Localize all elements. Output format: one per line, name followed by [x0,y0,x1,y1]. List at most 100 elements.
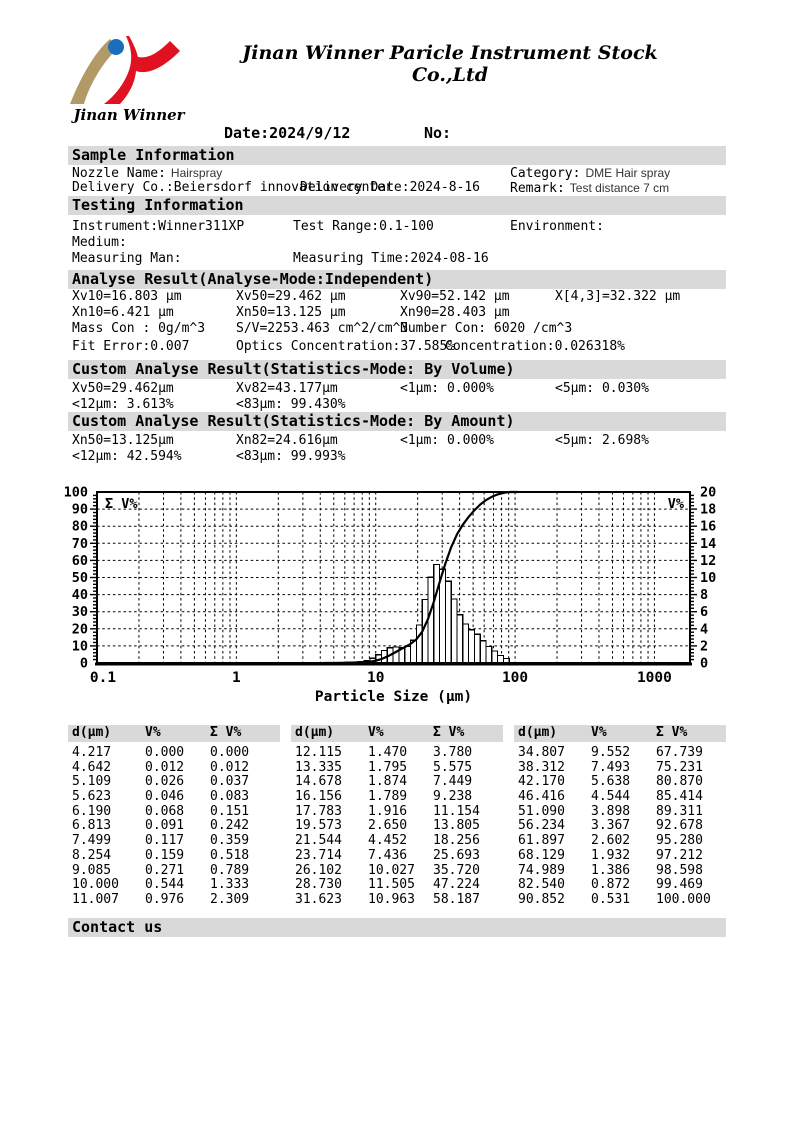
table-cell: 0.091 [145,818,185,834]
table-cell: 11.505 [368,877,415,893]
left-axis-tick-label: 90 [72,502,88,518]
table-cell: 0.976 [145,891,185,907]
amount-lt12: <12μm: 42.594% [72,449,182,464]
table-cell: 68.129 [518,847,565,863]
analyse-xv10: Xv10=16.803 μm [72,289,182,304]
table-cell: 7.436 [368,847,408,863]
table-cell: 18.256 [433,833,480,849]
amount-xn82: Xn82=24.616μm [236,433,338,448]
table-row: 13.335 1.795 5.575 [291,760,503,775]
table-row: 28.730 11.505 47.224 [291,877,503,892]
column-header: V% [145,725,161,740]
section-testing-information: Testing Information [68,196,726,215]
field-category: Category: DME Hair spray [510,166,671,181]
table-cell: 95.280 [656,833,703,849]
x-axis-tick-label: 1000 [637,670,672,686]
table-cell: 56.234 [518,818,565,834]
table-row: 38.312 7.493 75.231 [514,760,726,775]
analyse-xv50: Xv50=29.462 μm [236,289,346,304]
table-row: 9.085 0.271 0.789 [68,863,280,878]
table-cell: 17.783 [295,803,342,819]
analyse-xv90: Xv90=52.142 μm [400,289,510,304]
logo-caption: Jinan Winner [73,106,185,124]
table-cell: 0.518 [210,847,250,863]
section-custom-amount: Custom Analyse Result(Statistics-Mode: B… [68,412,726,431]
table-cell: 9.085 [72,862,112,878]
table-cell: 42.170 [518,774,565,790]
left-axis-tick-label: 0 [80,656,88,672]
table-cell: 1.795 [368,759,408,775]
table-cell: 1.932 [591,847,631,863]
table-cell: 0.046 [145,789,185,805]
table-cell: 0.000 [210,745,250,760]
amount-lt1: <1μm: 0.000% [400,433,494,448]
volume-xv50: Xv50=29.462μm [72,381,174,396]
left-axis-tick-label: 60 [72,553,88,569]
table-cell: 4.642 [72,759,112,775]
table-row: 5.109 0.026 0.037 [68,774,280,789]
axis-ticks [90,494,697,661]
table-cell: 1.789 [368,789,408,805]
table-header-row: d(μm) V% Σ V% [68,725,280,742]
table-row: 82.540 0.872 99.469 [514,877,726,892]
report-date: Date:2024/9/12 [224,124,351,142]
table-row: 90.852 0.531 100.000 [514,892,726,907]
table-cell: 26.102 [295,862,342,878]
table-row: 12.115 1.470 3.780 [291,745,503,760]
particle-size-chart: 0102030405060708090100024681012141618200… [64,485,717,706]
table-cell: 6.813 [72,818,112,834]
analyse-optics-concentration: Optics Concentration:37.585% [236,339,456,354]
table-cell: 1.874 [368,774,408,790]
table-cell: 0.012 [210,759,250,775]
table-cell: 0.000 [145,745,185,760]
left-axis-tick-label: 10 [72,638,88,654]
x-axis-tick-label: 100 [502,670,528,686]
x-axis-tick-label: 0.1 [90,670,116,686]
table-cell: 8.254 [72,847,112,863]
table-row: 68.129 1.932 97.212 [514,848,726,863]
analyse-x43: X[4,3]=32.322 μm [555,289,681,304]
left-axis-tick-label: 40 [72,587,88,603]
table-cell: 7.493 [591,759,631,775]
table-cell: 58.187 [433,891,480,907]
axis-labels: 0102030405060708090100024681012141618200… [64,485,717,706]
table-cell: 19.573 [295,818,342,834]
left-axis-tick-label: 30 [72,604,88,620]
table-cell: 14.678 [295,774,342,790]
right-axis-title: V% [668,496,685,512]
table-cell: 92.678 [656,818,703,834]
table-cell: 0.872 [591,877,631,893]
table-cell: 2.650 [368,818,408,834]
table-cell: 31.623 [295,891,342,907]
table-cell: 2.309 [210,891,250,907]
table-cell: 35.720 [433,862,480,878]
table-cell: 13.805 [433,818,480,834]
table-cell: 0.151 [210,803,250,819]
table-row: 34.807 9.552 67.739 [514,745,726,760]
table-cell: 6.190 [72,803,112,819]
analyse-number-con: Number Con: 6020 /cm^3 [400,321,573,336]
left-axis-title: Σ V% [105,496,138,512]
analyse-xn50: Xn50=13.125 μm [236,305,346,320]
volume-lt12: <12μm: 3.613% [72,397,174,412]
table-group: d(μm) V% Σ V% 4.217 0.000 0.000 4.642 0.012 0.01… [68,725,280,907]
field-delivery-co: Delivery Co.:Beiersdorf innovation cente… [72,180,393,195]
table-cell: 47.224 [433,877,480,893]
table-cell: 5.109 [72,774,112,790]
table-cell: 1.916 [368,803,408,819]
analyse-sv: S/V=2253.463 cm^2/cm^3 [236,321,409,336]
table-row: 26.102 10.027 35.720 [291,863,503,878]
left-axis-tick-label: 20 [72,621,88,637]
field-environment: Environment: [510,219,604,234]
analyse-mass-con: Mass Con : 0g/m^3 [72,321,206,336]
table-cell: 0.083 [210,789,250,805]
volume-lt1: <1μm: 0.000% [400,381,494,396]
table-cell: 0.068 [145,803,185,819]
column-header: V% [368,725,384,740]
section-custom-volume: Custom Analyse Result(Statistics-Mode: B… [68,360,726,379]
right-axis-tick-label: 12 [700,553,716,569]
field-remark: Remark: Test distance 7 cm [510,181,670,196]
left-axis-tick-label: 100 [64,485,88,501]
right-axis-tick-label: 10 [700,570,716,586]
